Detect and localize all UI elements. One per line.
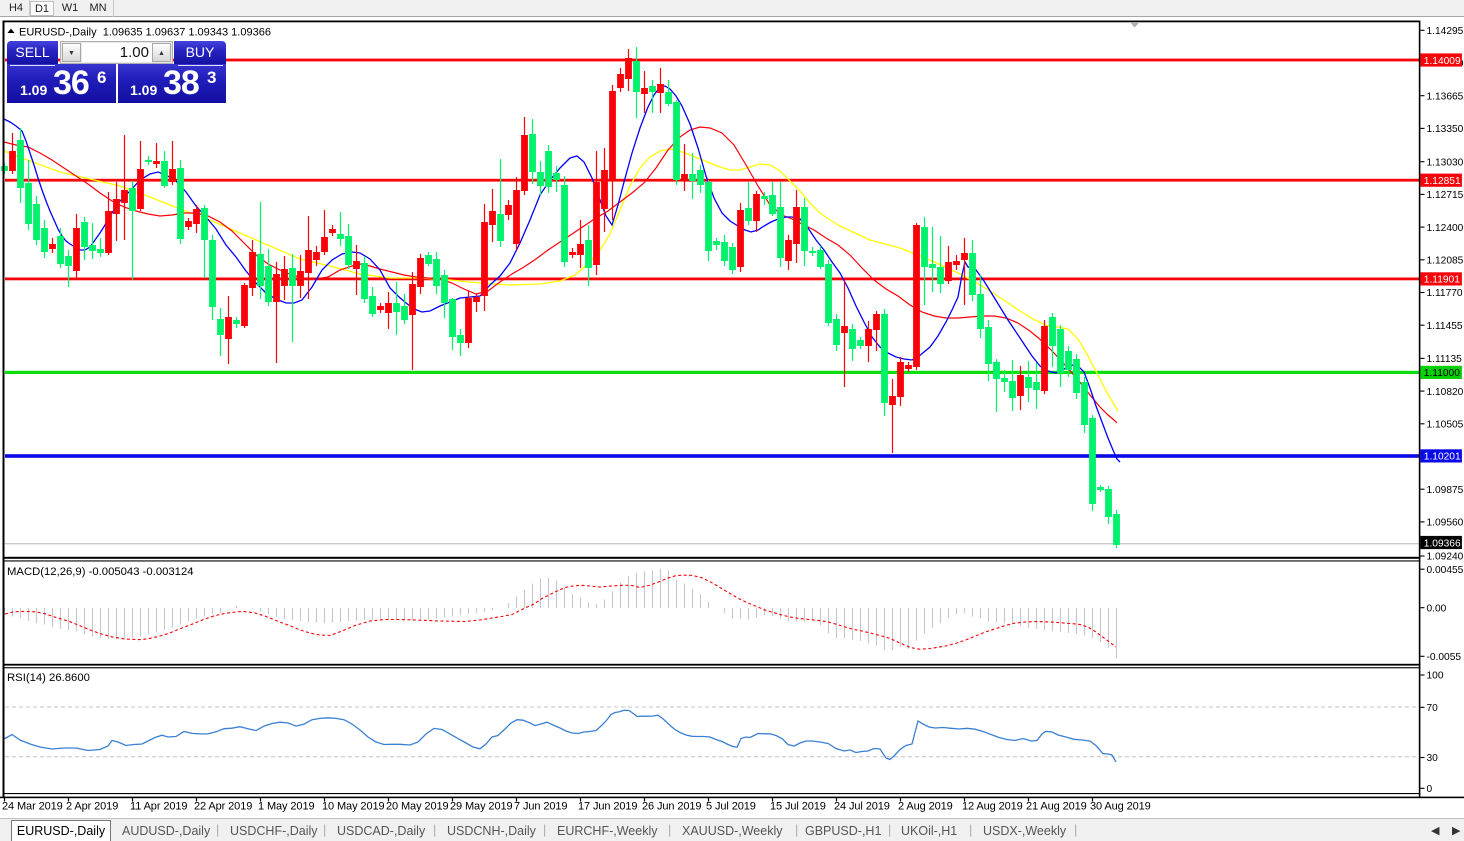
svg-text:15 Jul 2019: 15 Jul 2019 <box>770 801 826 813</box>
svg-text:1.11455: 1.11455 <box>1427 321 1463 332</box>
svg-text:1.13350: 1.13350 <box>1427 124 1464 135</box>
svg-text:1.09875: 1.09875 <box>1427 485 1464 496</box>
svg-text:1.12085: 1.12085 <box>1427 256 1464 267</box>
svg-text:17 Jun 2019: 17 Jun 2019 <box>578 801 637 813</box>
svg-text:5 Jul 2019: 5 Jul 2019 <box>706 801 756 813</box>
svg-text:1.11901: 1.11901 <box>1424 275 1460 286</box>
svg-text:1.09560: 1.09560 <box>1427 518 1464 529</box>
svg-text:11 Apr 2019: 11 Apr 2019 <box>130 801 187 813</box>
svg-text:1.11770: 1.11770 <box>1427 288 1463 299</box>
svg-text:1.10820: 1.10820 <box>1427 387 1464 398</box>
svg-text:30 Aug 2019: 30 Aug 2019 <box>1090 801 1151 813</box>
svg-text:RSI(14) 26.8600: RSI(14) 26.8600 <box>7 672 90 684</box>
svg-text:24 Mar 2019: 24 Mar 2019 <box>2 801 63 813</box>
svg-text:12 Aug 2019: 12 Aug 2019 <box>962 801 1023 813</box>
svg-text:0.00: 0.00 <box>1427 603 1447 614</box>
svg-text:1.12400: 1.12400 <box>1427 223 1464 234</box>
svg-text:1.10201: 1.10201 <box>1424 452 1461 463</box>
svg-text:1.12715: 1.12715 <box>1427 190 1464 201</box>
svg-text:2 Aug 2019: 2 Aug 2019 <box>898 801 953 813</box>
svg-text:26 Jun 2019: 26 Jun 2019 <box>642 801 701 813</box>
svg-text:1.09240: 1.09240 <box>1427 552 1464 563</box>
svg-text:100: 100 <box>1427 671 1444 682</box>
svg-text:1.09366: 1.09366 <box>1424 538 1461 549</box>
svg-text:1.11135: 1.11135 <box>1427 354 1463 365</box>
svg-text:EURUSD-,Daily 1.09635 1.09637: EURUSD-,Daily 1.09635 1.09637 1.09343 1.… <box>19 27 271 39</box>
svg-text:2 Apr 2019: 2 Apr 2019 <box>66 801 118 813</box>
svg-text:70: 70 <box>1427 703 1439 714</box>
svg-text:1.14295: 1.14295 <box>1427 26 1464 37</box>
svg-text:0.00455: 0.00455 <box>1427 565 1464 576</box>
svg-text:0: 0 <box>1427 784 1433 795</box>
svg-text:1.11000: 1.11000 <box>1424 368 1460 379</box>
svg-text:1 May 2019: 1 May 2019 <box>258 801 314 813</box>
svg-text:-0.0055: -0.0055 <box>1427 652 1462 663</box>
svg-text:10 May 2019: 10 May 2019 <box>322 801 385 813</box>
svg-text:1.13030: 1.13030 <box>1427 157 1464 168</box>
svg-text:20 May 2019: 20 May 2019 <box>386 801 449 813</box>
svg-text:29 May 2019: 29 May 2019 <box>450 801 513 813</box>
svg-text:7 Jun 2019: 7 Jun 2019 <box>514 801 567 813</box>
svg-text:1.10505: 1.10505 <box>1427 420 1464 431</box>
svg-text:1.12851: 1.12851 <box>1424 176 1461 187</box>
svg-text:30: 30 <box>1427 753 1439 764</box>
svg-text:MACD(12,26,9) -0.005043 -0.003: MACD(12,26,9) -0.005043 -0.003124 <box>7 566 194 578</box>
svg-text:1.13665: 1.13665 <box>1427 91 1464 102</box>
svg-text:24 Jul 2019: 24 Jul 2019 <box>834 801 890 813</box>
svg-text:22 Apr 2019: 22 Apr 2019 <box>194 801 252 813</box>
svg-text:1.14009: 1.14009 <box>1424 56 1461 67</box>
svg-text:21 Aug 2019: 21 Aug 2019 <box>1026 801 1087 813</box>
